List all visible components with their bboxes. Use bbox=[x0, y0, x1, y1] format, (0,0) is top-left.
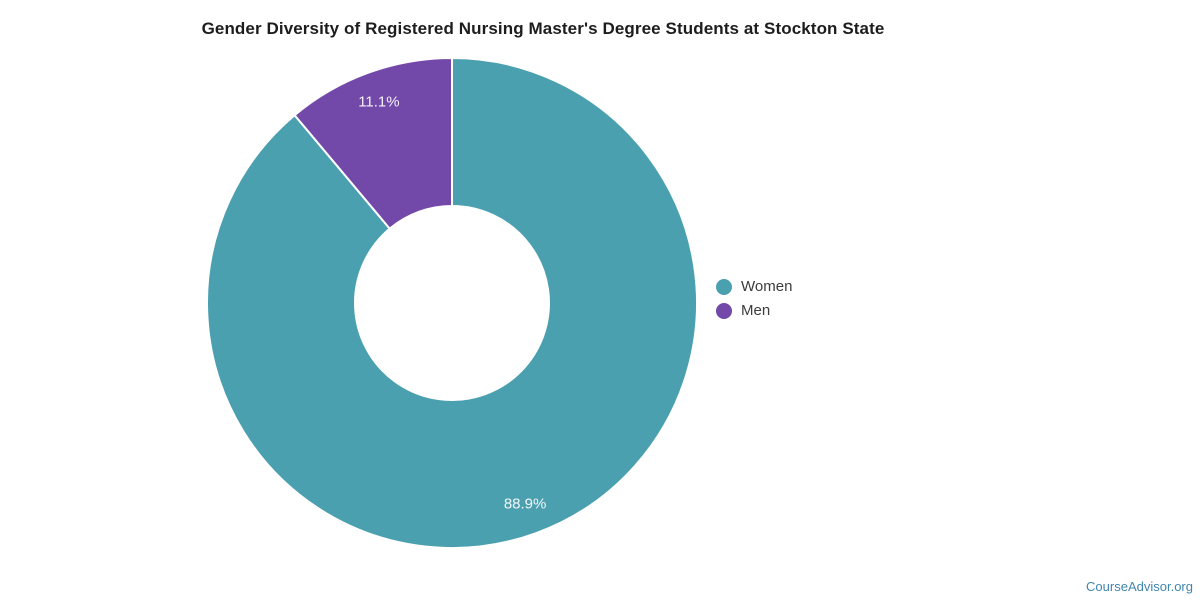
slice-label-women: 88.9% bbox=[504, 496, 547, 513]
attribution-link[interactable]: CourseAdvisor.org bbox=[1086, 579, 1193, 594]
legend-label-women: Women bbox=[741, 278, 793, 295]
legend-item-women[interactable]: Women bbox=[716, 278, 792, 295]
slice-label-men: 11.1% bbox=[358, 93, 399, 110]
chart-legend: Women Men bbox=[716, 278, 792, 319]
legend-swatch-men-icon bbox=[716, 302, 732, 319]
legend-item-men[interactable]: Men bbox=[716, 302, 792, 319]
legend-label-men: Men bbox=[741, 302, 771, 319]
pie-slice-men[interactable] bbox=[293, 57, 453, 230]
legend-swatch-women-icon bbox=[716, 278, 732, 295]
chart-title: Gender Diversity of Registered Nursing M… bbox=[201, 19, 885, 38]
pie-slice-women[interactable] bbox=[206, 57, 698, 549]
